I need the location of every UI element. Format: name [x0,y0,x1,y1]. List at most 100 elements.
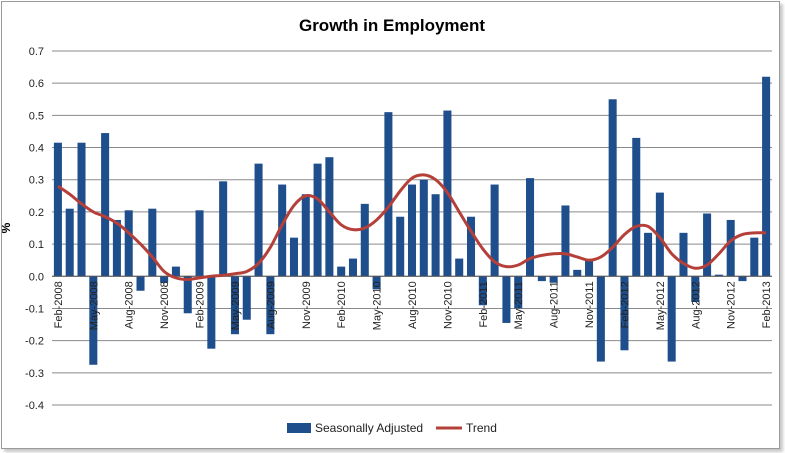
bar [750,237,759,277]
x-tick-label: Nov-2009 [301,281,313,329]
bar [478,276,487,306]
bar [620,276,629,351]
bar [455,258,464,277]
bar [596,276,605,362]
bar [348,258,357,277]
bar [431,194,440,277]
bar [384,112,393,277]
bar [372,276,381,290]
y-tick-label: 0.0 [29,271,44,283]
y-tick-label: 0.3 [29,175,44,187]
x-tick-label: Nov-2010 [442,281,454,329]
y-tick-label: 0.5 [29,110,44,122]
x-tick-label: May-2008 [88,281,100,330]
bar [526,178,535,277]
bar [608,99,617,277]
bar [714,274,723,277]
x-tick-label: Nov-2012 [726,281,738,329]
y-tick-label: -0.1 [25,303,44,315]
x-tick-label: Aug-2011 [549,281,561,328]
bar [738,276,747,282]
x-tick-label: Feb-2008 [53,281,65,328]
bar [726,219,735,277]
bar [360,203,369,277]
x-tick-label: May-2009 [230,281,242,330]
bar [160,276,169,283]
bar [325,157,334,277]
bar [419,179,428,277]
bar [691,276,700,303]
y-tick-labels: 0.7 0.6 0.5 0.4 0.3 0.2 0.1 0.0 -0.1 -0.2 -0.3 -0.4 [25,46,44,412]
x-tick-label: Nov-2008 [159,281,171,329]
bar [407,184,417,277]
bar [112,219,121,277]
y-axis-label: % [2,222,13,233]
bar [77,142,86,277]
chart-title: Growth in Employment [299,16,485,35]
bar [667,276,676,362]
bar [396,216,405,277]
bar [89,276,98,365]
y-tick-label: 0.2 [29,207,44,219]
x-tick-label: May-2011 [513,281,525,329]
trend-line [57,173,767,281]
bar [337,266,346,277]
x-tick-label: Feb-2010 [336,281,348,328]
bar [514,276,523,309]
y-tick-label: -0.3 [25,368,44,380]
bar [171,266,180,277]
y-tick-label: 0.7 [29,46,44,58]
y-tick-label: 0.6 [29,78,44,90]
bar [219,181,228,277]
bar [561,205,570,277]
y-tick-label: 0.4 [29,143,44,155]
bar [53,142,62,277]
legend-label-trend: Trend [466,421,497,435]
x-tick-label: Aug-2010 [407,281,419,329]
employment-chart: Growth in Employment % 0.7 0.6 0.5 0.4 0.3 0.… [2,16,773,435]
x-tick-label: Aug-2009 [265,281,277,329]
bar [655,192,664,277]
bar [207,276,216,349]
bar [195,210,204,277]
bar [502,276,511,323]
x-tick-label: Feb-2011 [478,281,490,327]
bar [585,260,594,277]
bar-series [53,76,771,365]
x-tick-label: May-2012 [655,281,667,330]
trend-series [57,173,767,281]
x-tick-label: Aug-2012 [690,281,702,329]
bar [703,213,712,277]
bar [242,276,251,320]
bar [537,276,546,282]
bar [136,276,145,291]
x-tick-label: May-2010 [372,281,384,330]
bar [762,76,771,277]
bar [467,216,476,277]
bar [266,276,275,335]
bar [301,194,310,277]
legend-swatch-seasonally-adjusted [287,423,311,433]
x-tick-label: Feb-2009 [195,281,207,328]
bar [65,208,74,277]
bar [679,232,688,277]
x-tick-label: Feb-2012 [619,281,631,328]
bar [124,210,133,277]
bar [490,184,499,277]
bar [183,276,192,314]
bar [632,137,641,277]
bar [254,163,263,277]
x-tick-label: Nov-2011 [584,281,596,328]
x-tick-label: Feb-2013 [761,281,773,328]
bar [101,133,110,277]
bar [313,163,322,277]
legend: Seasonally Adjusted Trend [287,421,497,435]
x-tick-label: Aug-2008 [124,281,136,329]
y-tick-label: -0.2 [25,336,44,348]
bar [573,269,582,277]
bar [148,208,157,277]
bar [278,184,287,277]
legend-label-seasonally-adjusted: Seasonally Adjusted [315,421,423,435]
x-tick-labels: Feb-2008 May-2008 Aug-2008 Nov-2008 Feb-2009… [53,281,773,330]
